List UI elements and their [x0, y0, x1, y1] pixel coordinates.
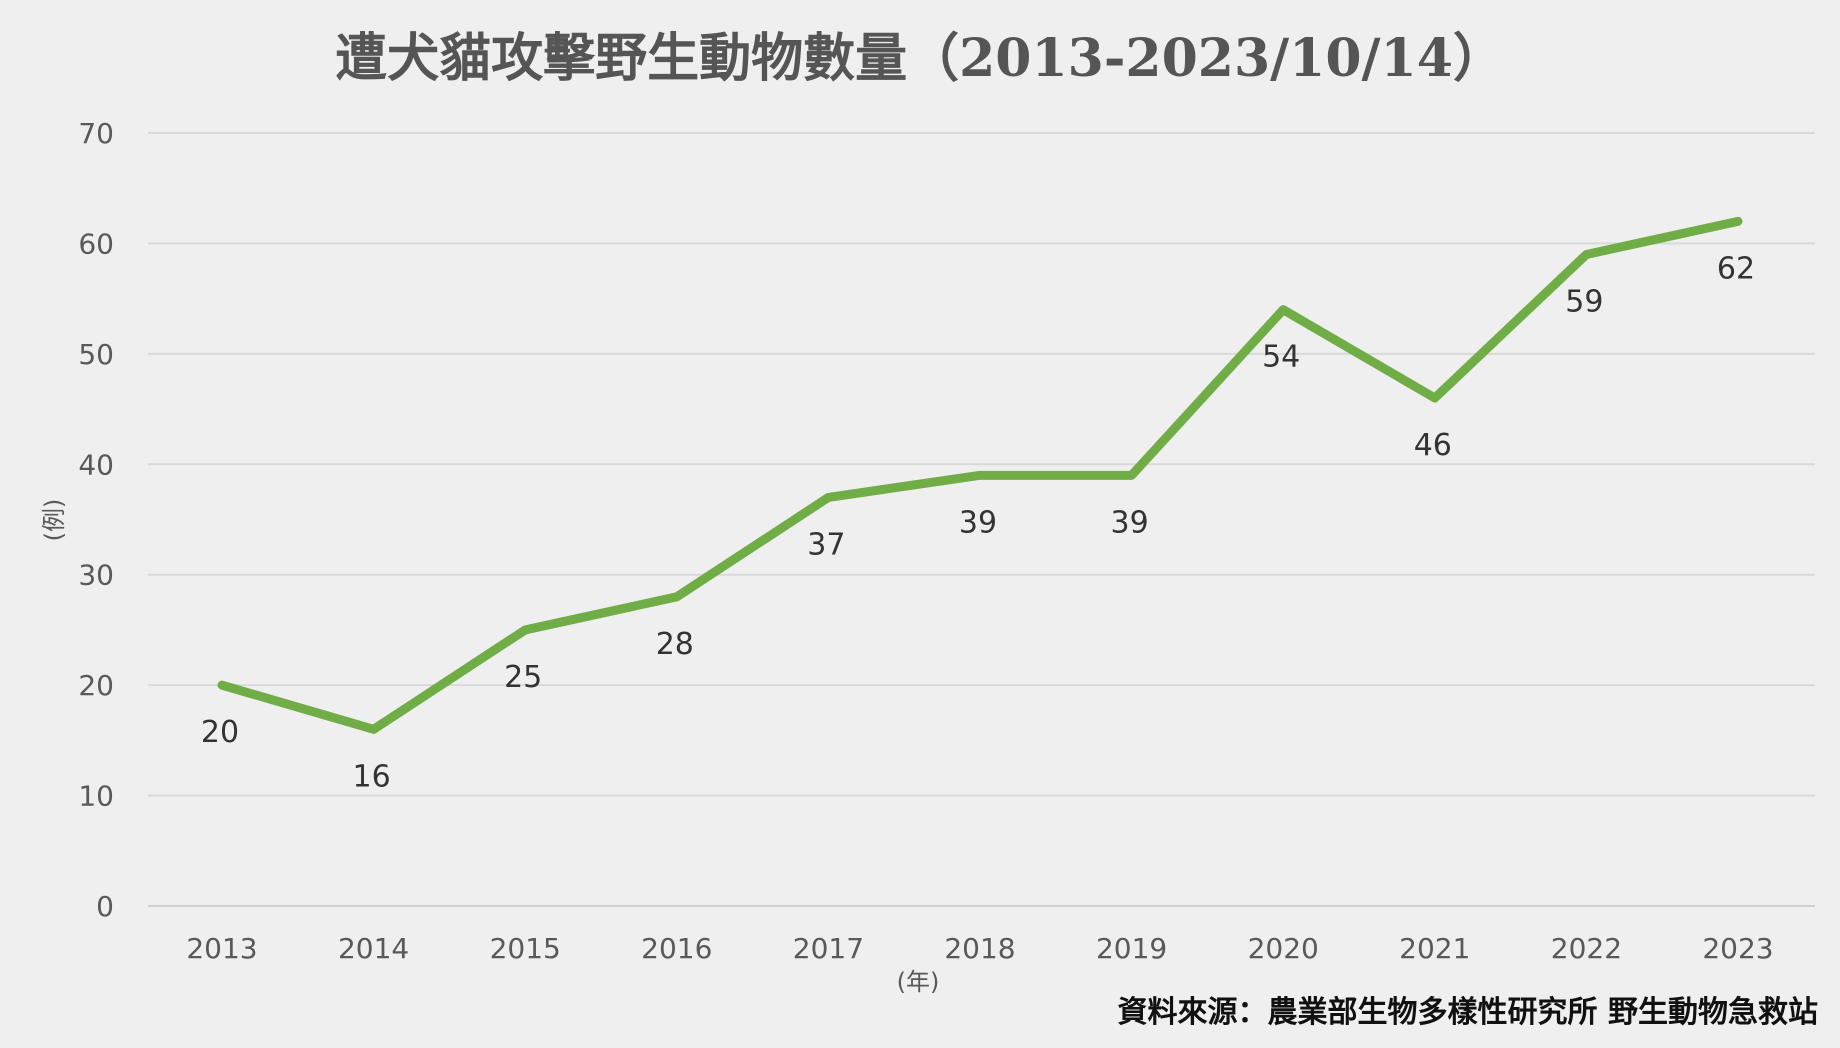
x-tick-label: 2013 [186, 932, 257, 965]
data-label: 54 [1262, 340, 1300, 375]
data-label: 62 [1717, 251, 1755, 286]
data-label: 39 [1111, 505, 1149, 540]
data-label: 59 [1565, 284, 1603, 319]
y-tick-label: 30 [78, 559, 114, 592]
x-tick-label: 2014 [338, 932, 409, 965]
data-label: 46 [1414, 428, 1452, 463]
y-axis-label: (例) [40, 499, 68, 542]
series-lines [217, 216, 1743, 734]
x-axis-ticks: 2013 2014 2015 2016 2017 2018 2019 2020 2021 2022… [186, 932, 1773, 965]
y-axis-ticks: 0 10 20 30 40 50 60 70 [78, 117, 114, 923]
x-axis-label: (年) [897, 968, 940, 996]
y-tick-label: 0 [96, 890, 114, 923]
x-tick-label: 2022 [1551, 932, 1622, 965]
data-labels: 20 16 25 28 37 39 39 54 46 59 62 [201, 251, 1755, 794]
data-label: 28 [656, 627, 694, 662]
y-tick-label: 40 [78, 448, 114, 481]
source-note: 資料來源：農業部生物多樣性研究所 野生動物急救站 [1118, 995, 1818, 1030]
x-tick-label: 2021 [1399, 932, 1470, 965]
data-label: 20 [201, 715, 239, 750]
x-tick-label: 2020 [1248, 932, 1319, 965]
y-tick-label: 50 [78, 338, 114, 371]
y-tick-label: 20 [78, 669, 114, 702]
data-label: 16 [353, 759, 391, 794]
gridlines [148, 132, 1815, 907]
x-tick-label: 2019 [1096, 932, 1167, 965]
data-label: 25 [504, 660, 542, 695]
y-tick-label: 10 [78, 780, 114, 813]
x-tick-label: 2023 [1702, 932, 1773, 965]
y-tick-label: 70 [78, 117, 114, 150]
data-label: 39 [959, 505, 997, 540]
x-tick-label: 2016 [641, 932, 712, 965]
x-tick-label: 2017 [793, 932, 864, 965]
data-label: 37 [807, 527, 845, 562]
x-tick-label: 2018 [944, 932, 1015, 965]
x-tick-label: 2015 [490, 932, 561, 965]
y-tick-label: 60 [78, 227, 114, 260]
chart-title: 遭犬貓攻擊野生動物數量（2013-2023/10/14） [335, 28, 1505, 89]
